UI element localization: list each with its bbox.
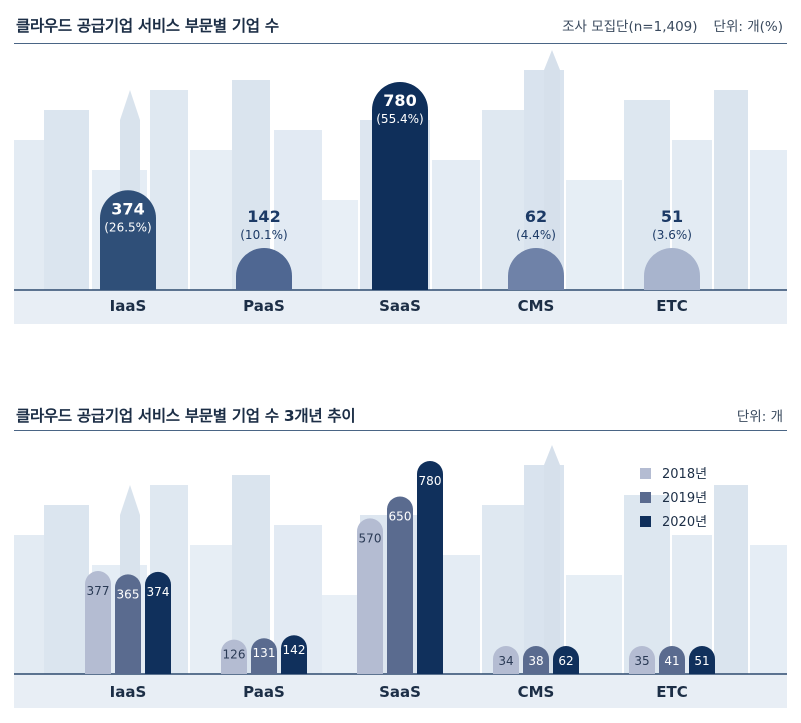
bar-value-label: 142: [247, 207, 280, 226]
bar-value-label: 38: [528, 654, 543, 668]
bar-value-label: 131: [253, 646, 276, 660]
bar-value-label: 34: [498, 654, 513, 668]
bar: [553, 646, 579, 674]
category-label: PaaS: [243, 297, 285, 315]
bar: [493, 646, 519, 674]
skyline-tower: [544, 50, 560, 290]
skyline-building: [482, 505, 524, 674]
bar: [145, 571, 171, 674]
skyline-building: [566, 180, 622, 290]
bar: [85, 571, 111, 674]
skyline-building: [432, 160, 480, 290]
skyline-building: [750, 150, 787, 290]
legend-swatch: [640, 492, 651, 503]
category-label: IaaS: [110, 297, 147, 315]
chart-1-title: 클라우드 공급기업 서비스 부문별 기업 수: [16, 17, 279, 35]
bar-value-label: 570: [359, 531, 382, 545]
bar: [508, 248, 564, 290]
bar: [523, 646, 549, 674]
bar: [115, 574, 141, 674]
bar-value-label: 41: [664, 654, 679, 668]
bar-value-label: 780: [419, 474, 442, 488]
bar-percent-label: (3.6%): [652, 228, 692, 242]
skyline-building: [322, 595, 358, 674]
skyline-building: [714, 485, 748, 674]
bar-value-label: 365: [117, 587, 140, 601]
category-label: ETC: [656, 297, 688, 315]
bar-value-label: 35: [634, 654, 649, 668]
skyline-building: [150, 90, 188, 290]
chart-panel-2: 클라우드 공급기업 서비스 부문별 기업 수 3개년 추이 단위: 개 377 3…: [0, 390, 801, 723]
bar: [372, 82, 428, 290]
bar: [236, 248, 292, 290]
bar-percent-label: (4.4%): [516, 228, 556, 242]
category-label: SaaS: [379, 683, 421, 701]
category-label: ETC: [656, 683, 688, 701]
chart-1-plot: 374 (26.5%) IaaS 142 (10.1%) PaaS 780 (55.4%) Sa…: [14, 50, 787, 324]
category-label: PaaS: [243, 683, 285, 701]
bar-value-label: 62: [525, 207, 547, 226]
chart-2-title: 클라우드 공급기업 서비스 부문별 기업 수 3개년 추이: [16, 407, 356, 425]
category-label: CMS: [518, 297, 555, 315]
chart-2-plot: 377 365 374 IaaS 126 131 142 PaaS 570 650 780 SaaS 3…: [14, 445, 787, 708]
skyline-tower: [544, 445, 560, 674]
bar: [251, 638, 277, 674]
skyline-building: [714, 90, 748, 290]
bar-value-label: 51: [661, 207, 683, 226]
bar: [644, 248, 700, 290]
bar: [100, 190, 156, 290]
chart-1-header-rule: [14, 43, 787, 44]
bar: [659, 646, 685, 674]
chart-2-unit-note: 단위: 개: [736, 409, 783, 425]
bar-value-label: 126: [223, 648, 246, 662]
bar: [417, 461, 443, 674]
bar-value-label: 62: [558, 654, 573, 668]
chart-2-header-rule: [14, 430, 787, 431]
category-band: [14, 290, 787, 324]
bar: [281, 635, 307, 674]
legend-swatch: [640, 516, 651, 527]
chart-1-population-note: 조사 모집단(n=1,409): [562, 19, 698, 35]
skyline-building: [44, 505, 89, 674]
skyline-building: [190, 150, 240, 290]
bar-value-label: 650: [389, 510, 412, 524]
bar-value-label: 780: [383, 91, 416, 110]
category-label: CMS: [518, 683, 555, 701]
bar-value-label: 377: [87, 584, 110, 598]
skyline-building: [322, 200, 358, 290]
bar-percent-label: (26.5%): [104, 220, 151, 234]
bar-value-label: 374: [147, 585, 170, 599]
legend-label: 2018년: [662, 467, 707, 482]
skyline-building: [750, 545, 787, 674]
legend-label: 2019년: [662, 491, 707, 506]
chart-1-unit-note: 단위: 개(%): [713, 19, 783, 35]
bar-value-label: 51: [694, 654, 709, 668]
bar: [387, 496, 413, 674]
category-label: IaaS: [110, 683, 147, 701]
skyline-building: [44, 110, 89, 290]
bar-value-label: 142: [283, 643, 306, 657]
bar: [357, 518, 383, 674]
bar: [629, 646, 655, 674]
bar-percent-label: (10.1%): [240, 228, 287, 242]
legend: 2018년 2019년 2020년: [640, 467, 707, 530]
category-label: SaaS: [379, 297, 421, 315]
bar-percent-label: (55.4%): [376, 112, 423, 126]
bar: [221, 639, 247, 674]
chart-panel-1: 클라우드 공급기업 서비스 부문별 기업 수 조사 모집단(n=1,409) 단…: [0, 0, 801, 330]
bar: [689, 646, 715, 674]
legend-swatch: [640, 468, 651, 479]
category-band: [14, 674, 787, 708]
bar-value-label: 374: [111, 199, 144, 218]
legend-label: 2020년: [662, 515, 707, 530]
chart-1-notes: 조사 모집단(n=1,409) 단위: 개(%): [562, 15, 783, 35]
